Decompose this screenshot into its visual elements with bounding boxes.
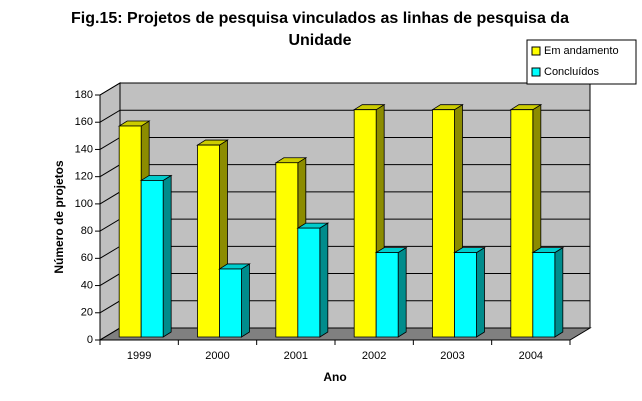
bar-side — [476, 246, 485, 338]
grid-line — [99, 82, 590, 96]
y-tick-label: 180 — [75, 89, 93, 101]
bar-front — [432, 109, 455, 338]
y-tick-label: 40 — [81, 279, 93, 291]
bar — [453, 246, 486, 338]
legend-label: Em andamento — [544, 45, 619, 57]
bar — [531, 246, 565, 338]
y-tick-label: 20 — [81, 307, 93, 319]
bar-front — [140, 180, 164, 338]
bar — [296, 222, 330, 338]
x-axis-title: Ano — [323, 370, 346, 384]
bar-front — [375, 252, 399, 338]
bar — [139, 174, 173, 338]
bar-front — [297, 227, 321, 338]
bar-front — [454, 252, 477, 338]
bar-front — [275, 162, 299, 338]
side-wall — [99, 82, 121, 341]
bar-front — [532, 252, 556, 338]
bar-front — [219, 268, 242, 338]
bar-front — [510, 109, 534, 338]
legend-swatch — [531, 67, 541, 77]
bar-front — [353, 109, 377, 338]
bar — [218, 263, 251, 338]
y-tick-label: 100 — [75, 198, 93, 210]
bar-side — [241, 263, 250, 338]
y-tick-label: 140 — [75, 143, 93, 155]
y-tick-label: 120 — [75, 171, 93, 183]
legend-label: Concluídos — [544, 66, 600, 78]
x-tick-label: 2004 — [519, 350, 543, 362]
bar-side — [554, 246, 564, 338]
x-tick-label: 2003 — [440, 350, 464, 362]
bar — [374, 246, 408, 338]
bar-front — [197, 144, 220, 338]
y-tick-label: 80 — [81, 225, 93, 237]
bar-side — [397, 246, 407, 338]
bar-side — [162, 174, 172, 338]
x-tick-label: 2000 — [205, 350, 229, 362]
legend-box — [526, 39, 637, 85]
bar-side — [319, 222, 329, 338]
bar-front — [118, 125, 142, 338]
y-tick-label: 60 — [81, 252, 93, 264]
x-tick-label: 1999 — [127, 350, 151, 362]
y-tick-label: 160 — [75, 116, 93, 128]
chart-title: Fig.15: Projetos de pesquisa vinculados … — [71, 10, 569, 49]
y-tick-label: 0 — [87, 334, 93, 346]
x-tick-label: 2001 — [284, 350, 308, 362]
x-tick-label: 2002 — [362, 350, 386, 362]
legend-swatch — [531, 46, 541, 56]
y-axis-title: Número de projetos — [52, 160, 66, 274]
